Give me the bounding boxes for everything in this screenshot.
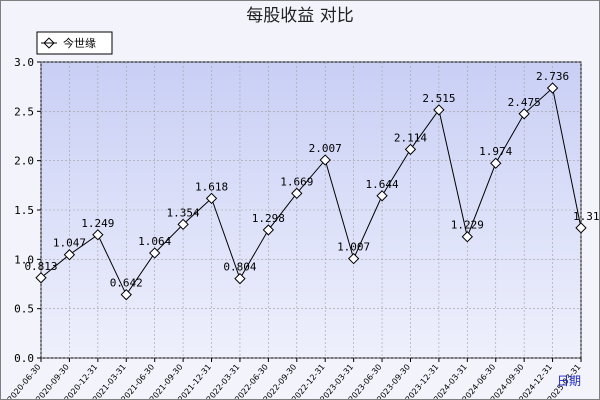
data-point (149, 247, 161, 259)
data-label: 2.515 (422, 92, 455, 105)
data-point (63, 249, 76, 261)
data-label: 1.618 (195, 180, 228, 193)
legend-box (36, 31, 113, 55)
data-label: 2.475 (508, 96, 541, 109)
data-label: 1.354 (167, 206, 200, 219)
data-point (205, 192, 218, 205)
data-label: 2.007 (309, 142, 342, 155)
data-point (120, 288, 132, 301)
y-tick-label: 0.5 (14, 303, 34, 316)
data-label: 1.974 (479, 145, 512, 158)
data-label: 0.642 (110, 277, 143, 290)
data-point (546, 82, 559, 94)
y-tick-label: 3.0 (14, 56, 34, 69)
y-tick-label: 0.0 (14, 352, 34, 365)
chart-title: 每股收益 对比 (246, 6, 353, 26)
data-point (575, 222, 587, 234)
data-label: 1.319 (573, 210, 599, 223)
data-point (518, 108, 530, 120)
data-label: 1.047 (53, 237, 86, 250)
data-point (177, 218, 189, 231)
data-point (291, 187, 303, 199)
legend-diamond-marker (43, 37, 55, 49)
y-tick-label: 1.5 (14, 204, 34, 217)
y-tick-label: 2.0 (14, 155, 34, 168)
data-label: 1.229 (451, 219, 484, 232)
data-point (404, 143, 417, 156)
data-point (35, 272, 47, 284)
data-label: 2.736 (536, 70, 569, 83)
legend-series-name: 今世缘 (63, 36, 96, 50)
data-point (376, 190, 388, 202)
data-point (490, 157, 502, 169)
legend: 今世缘 (36, 31, 113, 55)
data-point (234, 273, 246, 285)
data-label: 1.644 (365, 178, 398, 191)
data-label: 0.813 (24, 260, 57, 273)
data-label: 1.298 (252, 212, 285, 225)
data-label: 1.249 (81, 217, 114, 230)
data-point (319, 154, 331, 166)
data-point (433, 104, 445, 116)
data-label: 1.007 (337, 241, 370, 254)
y-tick-label: 1.0 (14, 253, 34, 266)
y-tick-label: 2.5 (14, 105, 34, 118)
series-line (40, 87, 582, 296)
data-label: 0.804 (223, 261, 256, 274)
data-label: 2.114 (394, 131, 427, 144)
data-label: 1.669 (280, 175, 313, 188)
data-point (461, 231, 473, 243)
data-point (262, 224, 275, 236)
data-point (347, 252, 360, 265)
data-label: 1.064 (138, 235, 171, 248)
x-axis-label: 日期 (557, 374, 581, 388)
data-point (92, 229, 104, 241)
